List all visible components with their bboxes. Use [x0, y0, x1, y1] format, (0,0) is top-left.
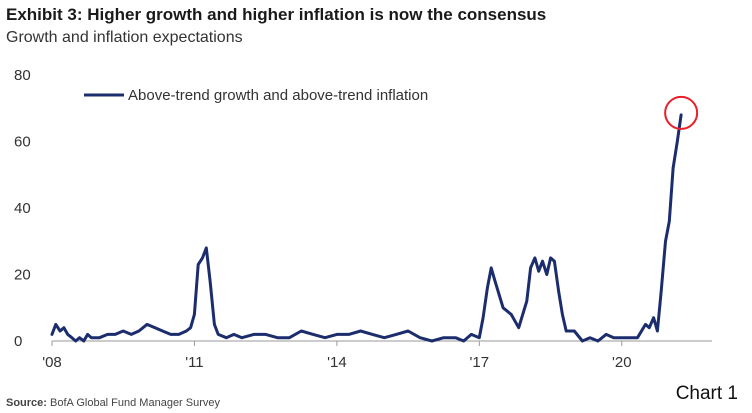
x-tick-label: '14 [327, 354, 347, 371]
x-tick-label: '17 [470, 354, 490, 371]
y-tick-label: 0 [14, 333, 22, 350]
source-note: Source: BofA Global Fund Manager Survey [6, 397, 220, 409]
x-axis: '08 '11 '14 '17 '20 [42, 340, 712, 371]
y-tick-label: 40 [14, 200, 31, 217]
legend: Above-trend growth and above-trend infla… [84, 87, 428, 104]
series-line [50, 113, 683, 343]
y-tick-label: 80 [14, 67, 31, 84]
y-axis: 0 20 40 60 80 [14, 67, 31, 350]
series-layer [50, 113, 683, 343]
y-tick-label: 60 [14, 134, 31, 151]
x-tick-label: '08 [42, 354, 62, 371]
chart-number: Chart 1 [675, 383, 738, 404]
y-tick-label: 20 [14, 267, 31, 284]
source-text: BofA Global Fund Manager Survey [50, 397, 221, 409]
source-label: Source: [6, 397, 47, 409]
x-tick-label: '11 [185, 354, 203, 371]
x-tick-label: '20 [612, 354, 632, 371]
legend-label: Above-trend growth and above-trend infla… [128, 87, 428, 104]
chart-subtitle: Growth and inflation expectations [6, 29, 243, 46]
highlight-circle [664, 95, 699, 130]
chart-title: Exhibit 3: Higher growth and higher infl… [6, 5, 547, 24]
